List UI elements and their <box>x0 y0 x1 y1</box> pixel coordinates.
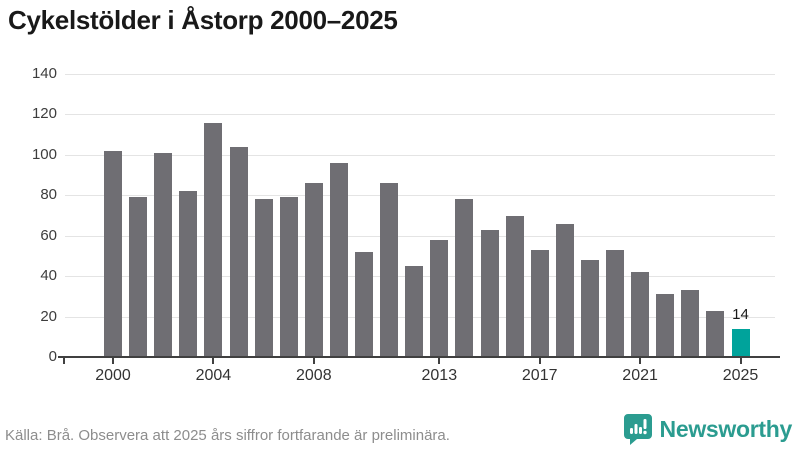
bar-2007 <box>279 197 298 357</box>
bar-2019 <box>580 259 599 357</box>
highlight-value-label: 14 <box>732 305 749 323</box>
y-axis-label: 100 <box>31 145 57 163</box>
gridline <box>65 235 775 237</box>
bar-2023 <box>681 290 700 357</box>
x-axis-line <box>58 356 780 358</box>
y-axis-label: 140 <box>31 65 57 82</box>
bar-2004 <box>204 122 223 357</box>
x-axis-label: 2013 <box>421 367 458 384</box>
newsworthy-logo: Newsworthy <box>623 413 792 445</box>
bar-2010 <box>355 251 373 357</box>
x-axis-tick <box>212 358 215 364</box>
bar-2017 <box>530 249 549 357</box>
x-axis-label: 2008 <box>296 367 332 384</box>
y-axis-label: 80 <box>40 186 57 204</box>
gridline <box>65 195 775 197</box>
bar-2008 <box>304 183 323 357</box>
y-axis-label: 60 <box>40 226 57 244</box>
source-note: Källa: Brå. Observera att 2025 års siffr… <box>5 427 450 444</box>
bar-2018 <box>555 223 574 357</box>
bar-2003 <box>179 191 198 357</box>
x-axis-label: 2000 <box>95 367 131 384</box>
y-axis-label: 120 <box>31 105 57 123</box>
gridline <box>65 114 775 116</box>
bar-2002 <box>154 152 173 357</box>
x-axis-origin-tick <box>63 358 65 364</box>
chart-speech-bubble-icon <box>623 413 653 445</box>
x-axis-tick <box>538 358 541 364</box>
x-axis-tick <box>112 358 114 364</box>
bar-2015 <box>480 229 499 357</box>
brand-name: Newsworthy <box>659 415 793 442</box>
x-axis-tick <box>438 358 441 364</box>
x-axis-tick <box>639 358 642 364</box>
gridline <box>65 154 775 156</box>
bar-2011 <box>380 183 399 357</box>
bar-2005 <box>229 146 248 357</box>
bar-2012 <box>405 266 424 357</box>
bar-2021 <box>631 272 650 357</box>
page-title: Cykelstölder i Åstorp 2000–2025 <box>8 5 398 35</box>
bar-2024 <box>706 310 725 357</box>
bar-2020 <box>606 249 624 357</box>
y-axis-label: 20 <box>40 307 57 325</box>
bar-2014 <box>455 199 474 357</box>
x-axis-tick <box>312 358 315 364</box>
x-axis-label: 2021 <box>622 367 658 384</box>
y-axis-label: 0 <box>48 348 57 365</box>
bar-2009 <box>329 162 348 357</box>
x-axis-label: 2017 <box>521 367 558 384</box>
bar-2006 <box>254 199 273 357</box>
gridline <box>65 74 775 75</box>
y-axis-label: 40 <box>40 267 57 285</box>
bar-2013 <box>430 239 449 357</box>
bar-2016 <box>505 215 524 357</box>
bar-2000 <box>104 150 122 357</box>
x-axis-tick <box>739 358 742 364</box>
bar-chart-plot-area <box>65 74 775 357</box>
bar-2022 <box>656 294 675 357</box>
x-axis-label: 2025 <box>722 367 759 384</box>
bar-2025 <box>731 328 750 357</box>
x-axis-label: 2004 <box>195 367 232 384</box>
bar-2001 <box>129 197 148 357</box>
